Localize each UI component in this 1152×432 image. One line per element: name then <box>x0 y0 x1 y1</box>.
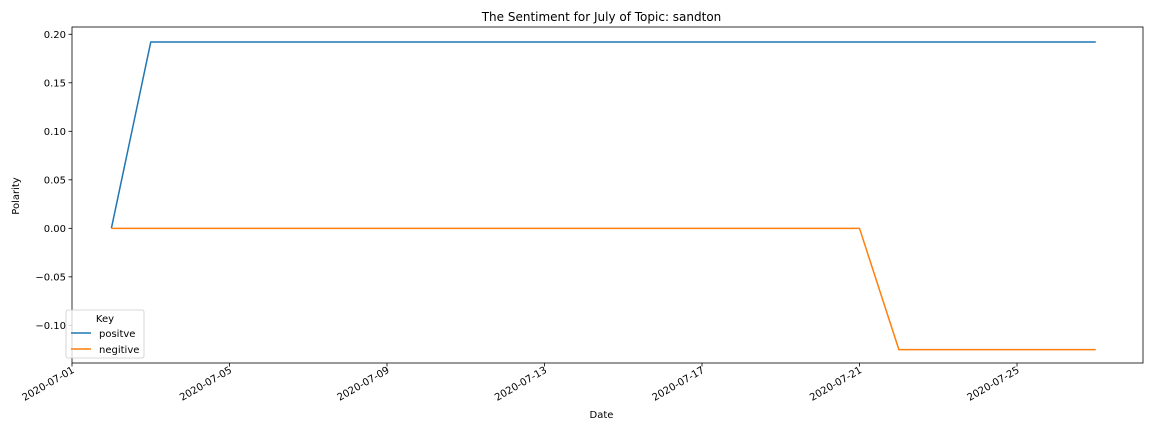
x-axis-title: Date <box>590 410 614 421</box>
y-tick-label: 0.05 <box>44 175 66 186</box>
plot-area <box>71 26 1144 364</box>
y-tick-label: −0.05 <box>35 272 66 283</box>
legend-title: Key <box>96 314 114 325</box>
y-tick-label: 0.00 <box>44 224 66 235</box>
series-line-positve <box>110 41 1096 229</box>
series-lines <box>110 41 1096 351</box>
y-tick-label: 0.20 <box>44 30 66 41</box>
chart-title: The Sentiment for July of Topic: sandton <box>481 10 722 24</box>
legend-label-negitive: negitive <box>99 345 139 356</box>
series-line-negitive <box>111 227 1096 351</box>
y-tick-label: 0.15 <box>44 78 66 89</box>
y-tick-label: −0.10 <box>35 321 66 332</box>
legend: Key positve negitive <box>65 309 145 359</box>
y-tick-label: 0.10 <box>44 127 66 138</box>
y-axis-title: Polarity <box>11 177 22 215</box>
legend-label-positve: positve <box>99 329 135 340</box>
legend-box <box>65 309 145 359</box>
